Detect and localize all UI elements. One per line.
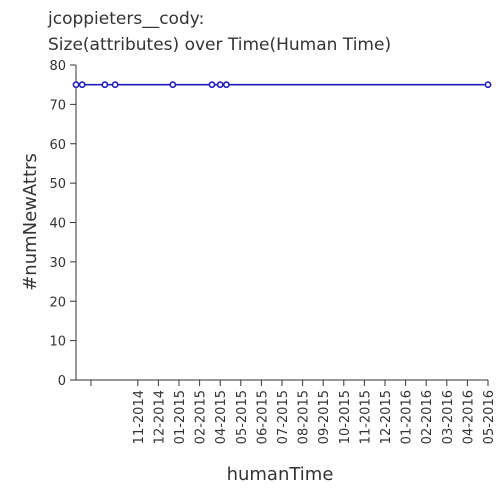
x-tick-label: 01-2016 <box>400 390 415 444</box>
y-tick-label: 10 <box>49 335 66 350</box>
x-tick-label: 11-2014 <box>132 390 147 444</box>
x-tick-label: 09-2015 <box>317 390 332 444</box>
y-tick-label: 30 <box>49 256 66 271</box>
x-tick-label: 06-2015 <box>255 390 270 444</box>
x-tick-label: 11-2015 <box>358 390 373 444</box>
x-tick-label: 05-2016 <box>482 390 497 444</box>
x-tick-label: 10-2015 <box>338 390 353 444</box>
x-tick-label: 02-2015 <box>194 390 209 444</box>
data-point <box>484 81 492 89</box>
data-point <box>78 81 86 89</box>
x-tick-label: 12-2015 <box>379 390 394 444</box>
data-point <box>111 81 119 89</box>
data-point <box>169 81 177 89</box>
y-tick-label: 50 <box>49 177 66 192</box>
y-axis-label: #numNewAttrs <box>20 153 41 291</box>
data-point <box>101 81 109 89</box>
x-axis-label: humanTime <box>227 464 334 485</box>
x-tick-label: 01-2015 <box>173 390 188 444</box>
y-tick-label: 40 <box>49 217 66 232</box>
x-tick-label: 12-2014 <box>152 390 167 444</box>
x-tick-label: 05-2015 <box>235 390 250 444</box>
x-tick-label: 07-2015 <box>276 390 291 444</box>
chart-title-line1: jcoppieters__cody: <box>47 9 204 29</box>
plot-area: 0 10 20 30 40 50 60 70 80 11-2014 12-2014 01-2015 02… <box>49 59 497 444</box>
y-tick-label: 80 <box>49 59 66 74</box>
x-tick-label: 04-2016 <box>461 390 476 444</box>
x-tick-label: 02-2016 <box>420 390 435 444</box>
x-tick-label: 08-2015 <box>297 390 312 444</box>
data-point <box>208 81 216 89</box>
x-tick-label: 04-2015 <box>214 390 229 444</box>
x-tick-label: 03-2016 <box>441 390 456 444</box>
data-point <box>222 81 230 89</box>
data-point <box>216 81 224 89</box>
y-tick-label: 70 <box>49 98 66 113</box>
data-point <box>72 81 80 89</box>
chart-title-line2: Size(attributes) over Time(Human Time) <box>48 35 391 55</box>
y-tick-label: 20 <box>49 295 66 310</box>
y-tick-label: 60 <box>49 138 66 153</box>
y-tick-label: 0 <box>58 374 66 389</box>
